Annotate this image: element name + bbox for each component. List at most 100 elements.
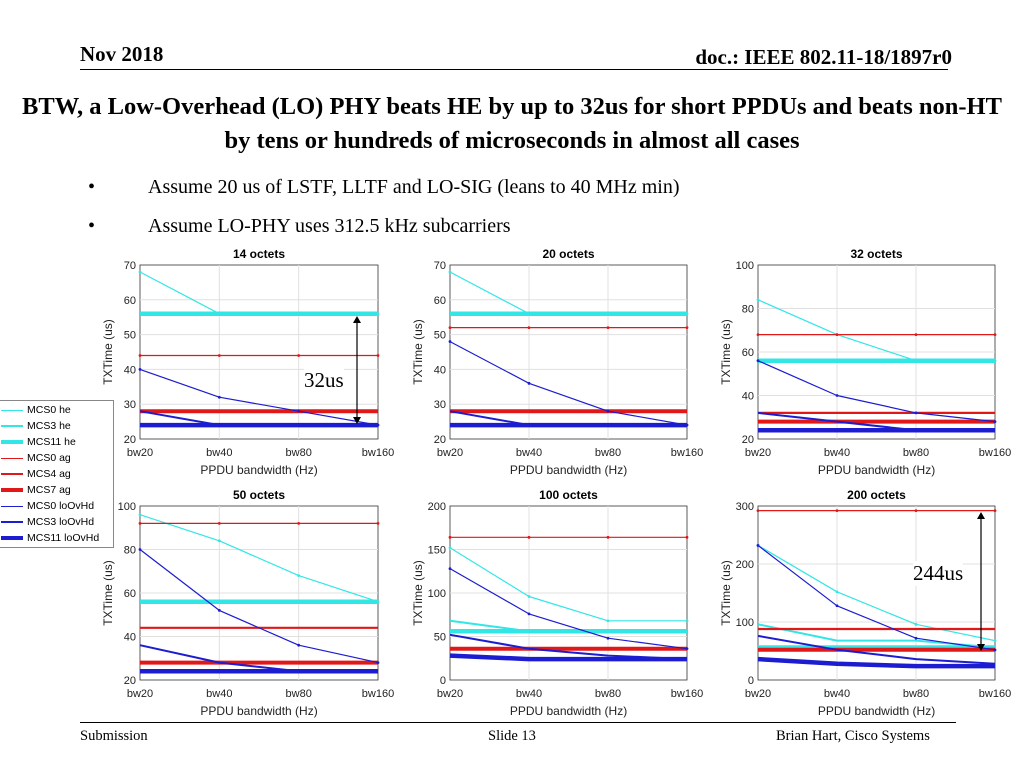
data-point xyxy=(297,409,301,413)
legend-swatch xyxy=(1,487,23,492)
legend-item: MCS4 ag xyxy=(0,467,113,483)
y-tick-label: 80 xyxy=(124,545,136,557)
legend-item: MCS0 ag xyxy=(0,451,113,467)
legend-swatch xyxy=(1,505,23,507)
data-point xyxy=(685,326,689,330)
data-point xyxy=(448,270,452,274)
y-tick-label: 40 xyxy=(124,632,136,644)
legend-item: MCS3 loOvHd xyxy=(0,515,113,531)
arrow-head-down xyxy=(353,417,361,424)
data-point xyxy=(835,604,839,608)
data-point xyxy=(217,354,221,357)
data-point xyxy=(448,535,452,539)
y-tick-label: 200 xyxy=(428,501,446,513)
data-point xyxy=(993,509,997,513)
y-tick-label: 100 xyxy=(736,617,754,629)
x-tick-label: bw40 xyxy=(516,688,542,700)
series-line xyxy=(449,568,688,650)
data-point xyxy=(217,539,221,543)
x-tick-label: bw20 xyxy=(437,447,463,459)
legend-item: MCS0 he xyxy=(0,403,113,419)
bullet-text: Assume 20 us of LSTF, LLTF and LO-SIG (l… xyxy=(148,176,680,198)
x-tick-label: bw40 xyxy=(824,688,850,700)
y-tick-label: 50 xyxy=(434,330,446,342)
data-point xyxy=(685,535,689,539)
y-tick-label: 60 xyxy=(434,295,446,307)
data-point xyxy=(993,639,997,642)
data-point xyxy=(448,567,452,571)
bullet-marker: • xyxy=(88,215,96,237)
data-point xyxy=(993,420,997,423)
data-point xyxy=(606,619,610,623)
footer-author: Brian Hart, Cisco Systems xyxy=(776,728,930,744)
y-tick-label: 0 xyxy=(748,675,754,687)
series-line xyxy=(757,544,996,651)
y-tick-label: 30 xyxy=(434,399,446,411)
annotation-arrow-32us xyxy=(353,316,361,424)
annotation-arrow-244us xyxy=(977,512,985,651)
bullet-text: Assume LO-PHY uses 312.5 kHz subcarriers xyxy=(148,215,511,237)
chart-title: 20 octets xyxy=(542,247,594,261)
y-tick-label: 40 xyxy=(742,391,754,403)
legend-item: MCS11 loOvHd xyxy=(0,531,113,547)
data-point xyxy=(376,354,380,357)
data-point xyxy=(756,333,760,336)
series-line xyxy=(139,514,379,603)
x-axis-label: PPDU bandwidth (Hz) xyxy=(818,463,935,477)
y-tick-label: 20 xyxy=(124,434,136,446)
legend-label: MCS3 he xyxy=(27,420,71,432)
data-point xyxy=(756,359,760,363)
footer-submission: Submission xyxy=(80,728,148,744)
x-tick-label: bw160 xyxy=(979,447,1011,459)
data-point xyxy=(835,509,839,513)
legend-swatch xyxy=(1,425,23,427)
header-date: Nov 2018 xyxy=(80,42,164,66)
y-tick-label: 40 xyxy=(124,364,136,376)
data-point xyxy=(993,333,997,336)
series-line xyxy=(449,653,687,662)
x-tick-label: bw160 xyxy=(671,447,703,459)
legend-item: MCS11 he xyxy=(0,435,113,451)
data-point xyxy=(685,647,689,651)
header-divider xyxy=(80,69,948,70)
data-point xyxy=(448,546,452,550)
chart-title: 14 octets xyxy=(233,247,285,261)
data-point xyxy=(217,522,221,525)
data-point xyxy=(606,535,610,539)
x-tick-label: bw40 xyxy=(206,447,232,459)
x-tick-label: bw20 xyxy=(745,447,771,459)
data-point xyxy=(756,509,760,513)
chart-title: 32 octets xyxy=(850,247,902,261)
legend-item: MCS7 ag xyxy=(0,483,113,499)
slide-title: BTW, a Low-Overhead (LO) PHY beats HE by… xyxy=(22,93,1002,154)
x-axis-label: PPDU bandwidth (Hz) xyxy=(510,704,627,718)
data-point xyxy=(914,622,918,626)
x-tick-label: bw20 xyxy=(127,447,153,459)
y-axis-label: TXTime (us) xyxy=(719,560,733,626)
data-point xyxy=(914,411,918,415)
series-line xyxy=(757,544,996,642)
y-tick-label: 70 xyxy=(434,260,446,272)
data-point xyxy=(606,326,610,330)
data-point xyxy=(138,270,142,274)
data-point xyxy=(835,394,839,397)
series-line xyxy=(757,634,996,665)
y-axis-label: TXTime (us) xyxy=(411,560,425,626)
chart-title: 200 octets xyxy=(847,488,906,502)
legend-label: MCS3 loOvHd xyxy=(27,516,95,528)
x-axis-label: PPDU bandwidth (Hz) xyxy=(200,463,317,477)
y-tick-label: 40 xyxy=(434,364,446,376)
data-point xyxy=(297,522,301,525)
y-tick-label: 20 xyxy=(434,434,446,446)
legend-label: MCS11 loOvHd xyxy=(27,532,100,544)
data-point xyxy=(914,333,918,336)
data-point xyxy=(756,544,760,547)
y-tick-label: 60 xyxy=(124,295,136,307)
x-tick-label: bw40 xyxy=(516,447,542,459)
series-line xyxy=(757,360,996,423)
x-tick-label: bw160 xyxy=(362,688,394,700)
legend-swatch xyxy=(1,473,23,475)
y-tick-label: 30 xyxy=(124,399,136,411)
footer-slide-number: Slide 13 xyxy=(488,728,536,744)
x-tick-label: bw80 xyxy=(903,447,929,459)
